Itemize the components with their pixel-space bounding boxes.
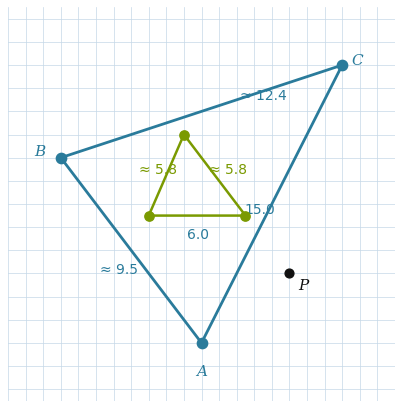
Text: ≈ 5.8: ≈ 5.8: [139, 163, 177, 177]
Text: C: C: [351, 54, 363, 68]
Point: [145, 213, 152, 219]
Text: A: A: [196, 364, 207, 378]
Text: ≈ 12.4: ≈ 12.4: [240, 89, 287, 103]
Point: [339, 63, 345, 69]
Text: ≈ 5.8: ≈ 5.8: [209, 163, 247, 177]
Text: P: P: [298, 279, 308, 292]
Point: [58, 155, 64, 162]
Point: [242, 213, 249, 219]
Text: B: B: [34, 144, 45, 158]
Text: ≈ 9.5: ≈ 9.5: [100, 262, 138, 276]
Point: [198, 340, 205, 346]
Text: 15.0: 15.0: [244, 202, 275, 216]
Text: 6.0: 6.0: [187, 227, 209, 241]
Point: [181, 132, 187, 139]
Point: [286, 270, 293, 277]
